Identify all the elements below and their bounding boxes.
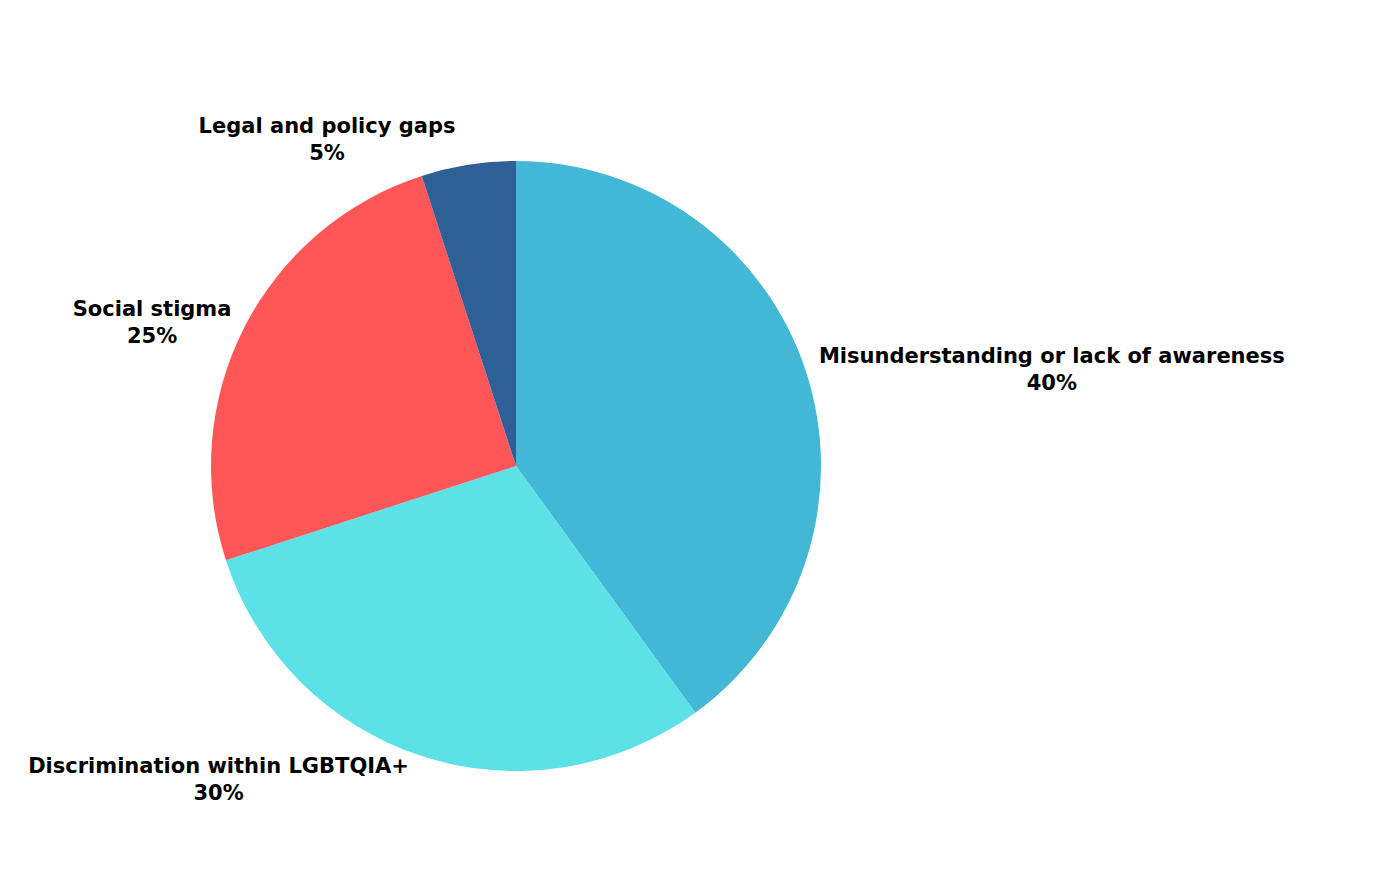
svg-text:Social stigma25%: Social stigma25%	[73, 297, 232, 348]
svg-text:Discrimination within LGBTQIA+: Discrimination within LGBTQIA+30%	[28, 754, 409, 805]
svg-text:Misunderstanding or lack of aw: Misunderstanding or lack of awareness40%	[819, 344, 1285, 395]
svg-text:Legal and policy gaps5%: Legal and policy gaps5%	[199, 114, 456, 165]
